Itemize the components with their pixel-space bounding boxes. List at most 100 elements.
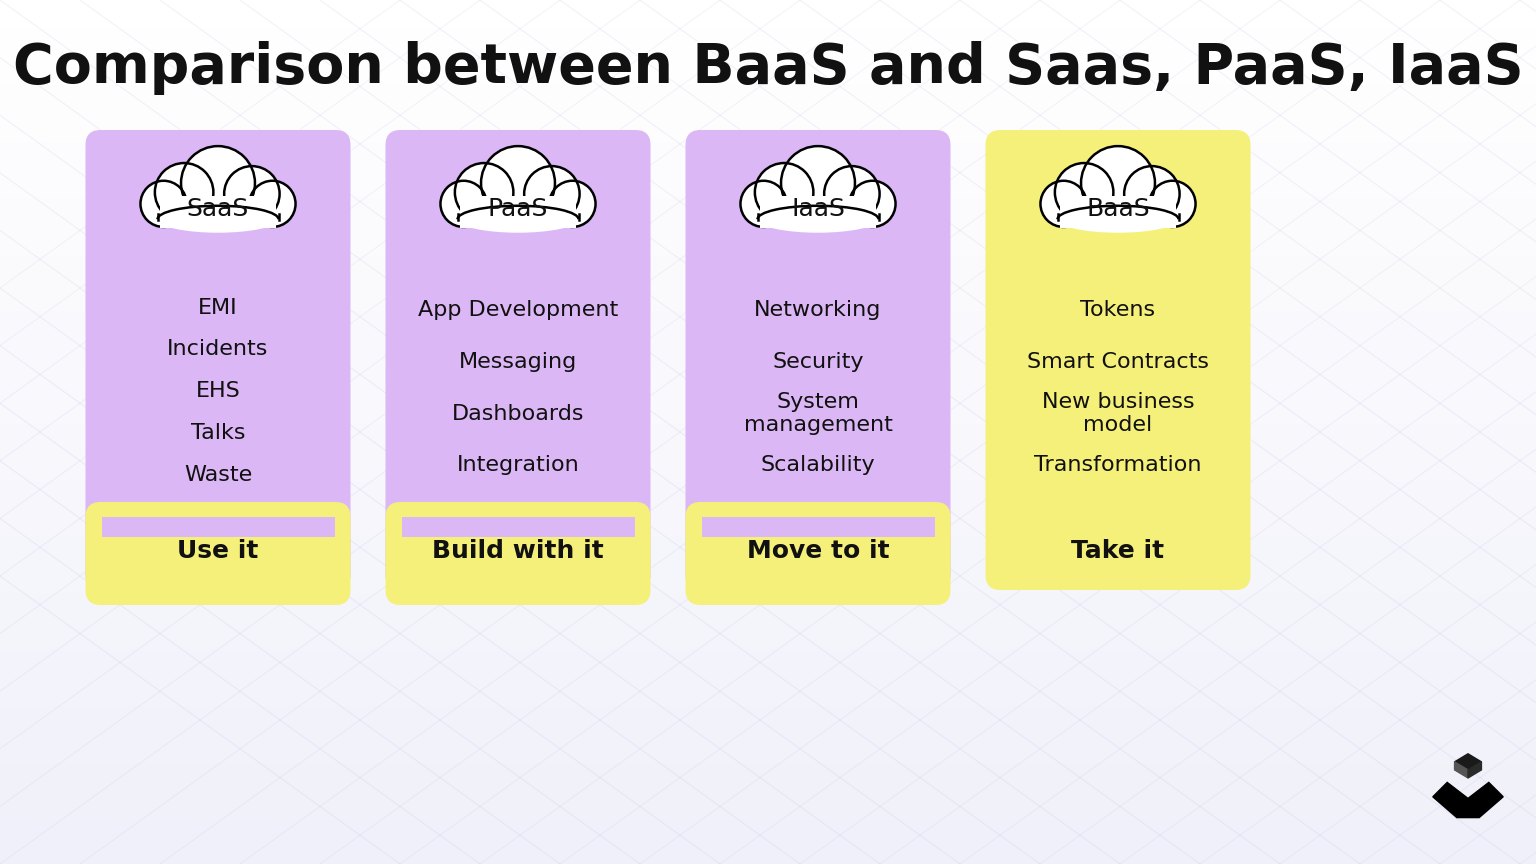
Bar	[0, 778, 1536, 779]
Bar	[0, 13, 1536, 14]
Bar	[0, 424, 1536, 425]
Bar	[0, 836, 1536, 837]
Bar	[0, 37, 1536, 38]
Bar	[0, 21, 1536, 22]
Bar	[0, 345, 1536, 346]
Bar	[0, 138, 1536, 139]
Bar	[0, 409, 1536, 410]
Bar	[0, 553, 1536, 554]
Bar	[0, 792, 1536, 793]
Bar	[0, 606, 1536, 607]
Bar	[0, 639, 1536, 640]
Bar	[0, 395, 1536, 396]
Bar	[0, 132, 1536, 133]
Bar	[0, 487, 1536, 488]
Bar	[0, 796, 1536, 797]
Bar	[0, 823, 1536, 824]
FancyBboxPatch shape	[986, 130, 1250, 590]
Bar	[0, 466, 1536, 467]
Bar	[0, 659, 1536, 660]
Bar	[0, 18, 1536, 19]
Bar	[0, 91, 1536, 92]
Bar	[0, 722, 1536, 723]
Bar	[0, 602, 1536, 603]
FancyBboxPatch shape	[685, 130, 951, 590]
Bar	[0, 394, 1536, 395]
Bar	[0, 285, 1536, 286]
Bar	[0, 39, 1536, 40]
Bar	[0, 303, 1536, 304]
Bar	[0, 505, 1536, 506]
Bar	[0, 404, 1536, 405]
Bar	[0, 862, 1536, 863]
Bar	[0, 744, 1536, 745]
Bar	[0, 296, 1536, 297]
Bar	[0, 793, 1536, 794]
Bar	[0, 317, 1536, 318]
Bar	[0, 781, 1536, 782]
Bar	[0, 591, 1536, 592]
Bar	[0, 817, 1536, 818]
Bar	[0, 491, 1536, 492]
Bar	[0, 248, 1536, 249]
Bar	[0, 522, 1536, 523]
Bar	[0, 22, 1536, 23]
Bar	[0, 4, 1536, 5]
Bar	[0, 124, 1536, 125]
Circle shape	[550, 181, 596, 227]
Bar	[0, 192, 1536, 193]
Bar	[0, 816, 1536, 817]
Bar	[0, 516, 1536, 517]
Bar	[0, 751, 1536, 752]
Bar	[0, 287, 1536, 288]
Bar	[0, 646, 1536, 647]
Bar	[0, 785, 1536, 786]
Bar	[0, 447, 1536, 448]
Bar	[0, 116, 1536, 117]
Bar	[0, 430, 1536, 431]
Bar	[0, 667, 1536, 668]
Bar	[0, 84, 1536, 85]
Bar	[0, 663, 1536, 664]
Bar	[0, 340, 1536, 341]
Bar	[0, 185, 1536, 186]
Bar	[0, 196, 1536, 197]
Bar	[0, 657, 1536, 658]
Text: Security: Security	[773, 353, 863, 372]
Bar	[0, 261, 1536, 262]
Bar	[0, 501, 1536, 502]
Bar	[0, 331, 1536, 332]
Bar	[0, 72, 1536, 73]
Bar	[0, 675, 1536, 676]
Bar	[0, 532, 1536, 533]
Bar	[0, 141, 1536, 142]
Bar	[0, 277, 1536, 278]
Bar	[0, 71, 1536, 72]
Bar	[0, 170, 1536, 171]
Bar	[0, 498, 1536, 499]
Bar	[0, 172, 1536, 173]
Bar	[0, 473, 1536, 474]
Bar	[0, 383, 1536, 384]
Bar	[0, 176, 1536, 177]
Bar	[0, 397, 1536, 398]
Bar	[0, 249, 1536, 250]
Bar	[0, 115, 1536, 116]
Bar	[0, 504, 1536, 505]
Bar	[0, 696, 1536, 697]
Bar	[1060, 196, 1177, 228]
Bar	[0, 806, 1536, 807]
Bar	[0, 642, 1536, 643]
Bar	[0, 379, 1536, 380]
Bar	[0, 168, 1536, 169]
Bar	[0, 68, 1536, 69]
Bar	[0, 563, 1536, 564]
Bar	[0, 344, 1536, 345]
Bar	[0, 665, 1536, 666]
Bar	[0, 416, 1536, 417]
Bar	[0, 847, 1536, 848]
Bar	[0, 676, 1536, 677]
Bar	[0, 202, 1536, 203]
Bar	[0, 407, 1536, 408]
Bar	[0, 612, 1536, 613]
